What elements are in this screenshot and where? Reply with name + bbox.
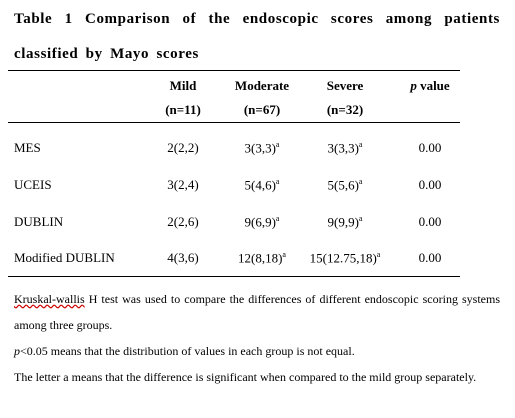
cell-sup: a	[275, 214, 280, 223]
cell: 5(4,6)a	[245, 177, 280, 193]
cell: 3(3,3)a	[328, 140, 363, 156]
cell-sup: a	[358, 177, 363, 186]
header-cell: Severe (n=32)	[327, 74, 364, 122]
cell-text: 5(4,6)	[244, 177, 276, 193]
note-text: <0.05 means that the distribution of val…	[20, 344, 355, 358]
header-n: (n=67)	[243, 102, 281, 117]
note-underlined: Kruskal-wallis	[14, 292, 85, 306]
header-label: Severe	[326, 78, 364, 93]
header-label: Moderate	[234, 78, 290, 93]
cell-sup: a	[376, 250, 381, 259]
cell-sup: a	[275, 177, 280, 186]
cell: 9(6,9)a	[245, 214, 280, 230]
cell-sup: a	[358, 140, 363, 149]
table-title: Table 1 Comparison of the endoscopic sco…	[14, 11, 500, 62]
cell: 0.00	[419, 214, 442, 230]
cell: 2(2,6)	[167, 214, 198, 230]
cell: 15(12.75,18)a	[310, 250, 381, 266]
header-label: value	[420, 78, 450, 93]
header-n: (n=11)	[165, 102, 201, 117]
cell: 9(9,9)a	[328, 214, 363, 230]
cell: 2(2,2)	[167, 140, 198, 156]
row-label: MES	[14, 140, 41, 155]
cell: 3(3,3)a	[245, 140, 280, 156]
cell-text: 9(9,9)	[327, 214, 359, 230]
cell-text: 0.00	[418, 140, 442, 155]
note: The letter a means that the difference i…	[14, 364, 500, 390]
row-label: Modified DUBLIN	[14, 250, 115, 265]
cell: 0.00	[419, 250, 442, 266]
note: p<0.05 means that the distribution of va…	[14, 338, 500, 364]
cell-text: 3(3,3)	[327, 140, 359, 156]
bottom-rule	[8, 276, 460, 277]
header-n: (n=32)	[326, 102, 364, 117]
header-cell: p value	[410, 74, 449, 98]
cell-text: 5(5,6)	[327, 177, 359, 193]
cell-sup: a	[282, 250, 286, 259]
cell: 4(3,6)	[167, 250, 198, 266]
note-text: The letter a means that the difference i…	[14, 370, 477, 384]
cell: 0.00	[419, 177, 442, 193]
header-italic: p	[410, 78, 417, 93]
cell-sup: a	[358, 214, 363, 223]
cell-text: 2(2,2)	[167, 140, 199, 155]
header-cell: Mild (n=11)	[165, 74, 201, 122]
cell-text: 15(12.75,18)	[309, 250, 377, 266]
header-label: Mild	[169, 78, 197, 93]
cell-text: 3(3,3)	[244, 140, 276, 156]
cell-text: 0.00	[418, 250, 442, 265]
top-rule	[8, 70, 460, 71]
note: Kruskal-wallis H test was used to compar…	[14, 286, 500, 338]
note-text: H test was used to compare the differenc…	[14, 292, 500, 332]
row-label: DUBLIN	[14, 214, 64, 229]
cell-sup: a	[275, 140, 280, 149]
cell-text: 12(8,18)	[238, 250, 283, 266]
cell: 12(8,18)a	[238, 250, 286, 266]
cell: 3(2,4)	[167, 177, 198, 193]
row-label: UCEIS	[14, 177, 52, 192]
cell: 5(5,6)a	[328, 177, 363, 193]
cell: 0.00	[419, 140, 442, 156]
header-rule	[8, 122, 460, 123]
cell-text: 9(6,9)	[244, 214, 276, 230]
note-italic: p	[14, 344, 20, 358]
cell-text: 2(2,6)	[167, 214, 199, 229]
cell-text: 0.00	[418, 214, 442, 229]
cell-text: 4(3,6)	[167, 250, 199, 265]
cell-text: 0.00	[418, 177, 442, 192]
header-cell: Moderate (n=67)	[235, 74, 289, 122]
cell-text: 3(2,4)	[167, 177, 199, 192]
